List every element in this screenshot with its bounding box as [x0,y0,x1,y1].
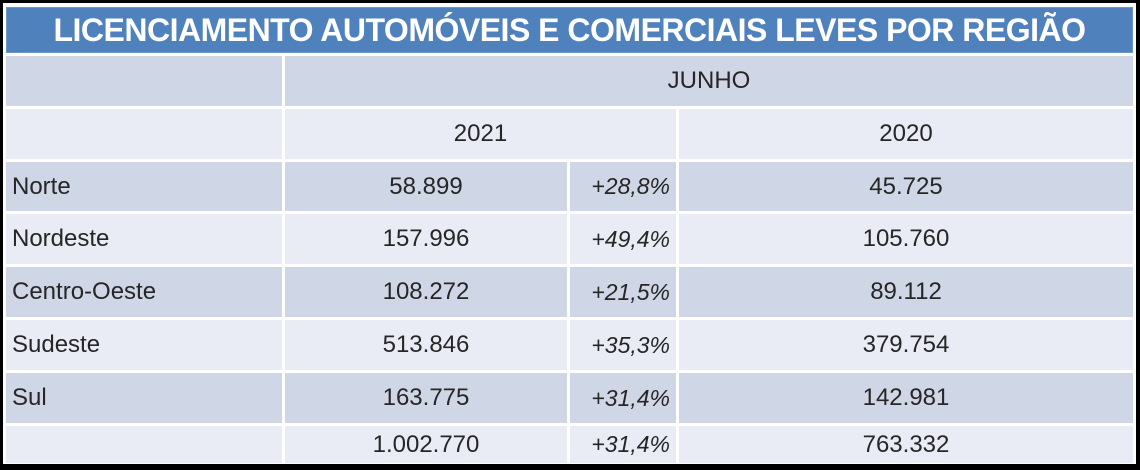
year-2020-header: 2020 [679,109,1133,159]
value-2021-cell: 513.846 [285,320,567,370]
pct-change-cell: +28,8% [570,162,676,211]
corner-empty-cell [6,109,282,159]
pct-change-cell: +31,4% [570,426,676,463]
table-title: LICENCIAMENTO AUTOMÓVEIS E COMERCIAIS LE… [6,7,1133,53]
value-2020-cell: 142.981 [679,373,1133,423]
pct-change-cell: +49,4% [570,214,676,264]
pct-change-cell: +31,4% [570,373,676,423]
value-2021-cell: 1.002.770 [285,426,567,463]
value-2021-cell: 108.272 [285,267,567,317]
value-2021-cell: 157.996 [285,214,567,264]
data-table: JUNHO 2021 2020 Norte 58.899 +28,8% 45.725 N… [6,56,1133,463]
value-2020-cell: 379.754 [679,320,1133,370]
region-cell: Nordeste [6,214,282,264]
value-2021-cell: 163.775 [285,373,567,423]
pct-change-cell: +35,3% [570,320,676,370]
corner-empty-cell [6,56,282,106]
pct-change-cell: +21,5% [570,267,676,317]
value-2020-cell: 45.725 [679,162,1133,211]
year-2021-header: 2021 [285,109,676,159]
value-2020-cell: 763.332 [679,426,1133,463]
region-cell: Centro-Oeste [6,267,282,317]
value-2020-cell: 105.760 [679,214,1133,264]
value-2021-cell: 58.899 [285,162,567,211]
month-header: JUNHO [285,56,1133,106]
value-2020-cell: 89.112 [679,267,1133,317]
region-cell [6,426,282,463]
region-cell: Norte [6,162,282,211]
region-cell: Sul [6,373,282,423]
region-cell: Sudeste [6,320,282,370]
